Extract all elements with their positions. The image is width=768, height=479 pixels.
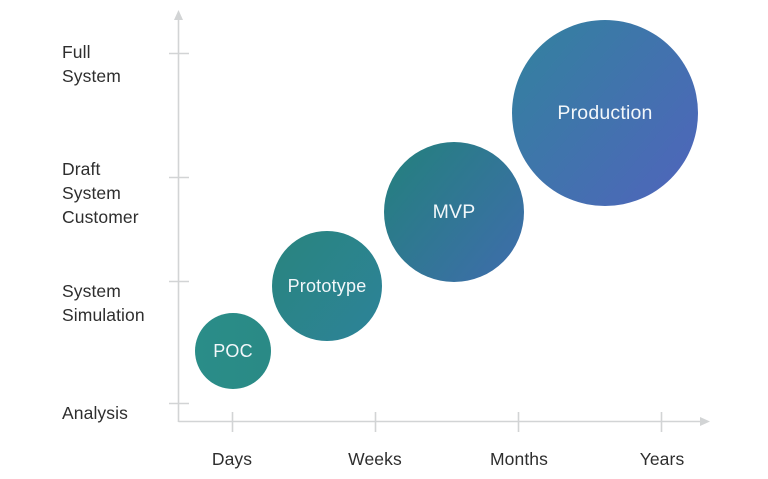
y-axis-group [169,10,189,422]
bubble-poc[interactable]: POC [195,313,271,389]
x-axis-arrowhead [700,417,710,426]
y-label-draft-system-customer-line1: Draft [62,159,100,179]
bubble-prototype-circle[interactable] [272,231,382,341]
x-label-years: Years [640,449,685,469]
bubble-mvp-circle[interactable] [384,142,524,282]
y-axis-arrowhead [174,10,183,20]
y-label-draft-system-customer-line2: System [62,183,121,203]
y-tick-labels: Full System Draft System Customer System… [62,42,145,423]
bubble-poc-label: POC [213,341,253,361]
bubble-poc-circle[interactable] [195,313,271,389]
x-axis-group [178,412,710,432]
bubble-series: POC Prototype MVP Production [195,20,698,389]
y-label-system-simulation-line1: System [62,281,121,301]
bubble-prototype[interactable]: Prototype [272,231,382,341]
bubble-prototype-label: Prototype [288,276,367,296]
y-label-system-simulation-line2: Simulation [62,305,145,325]
x-label-days: Days [212,449,252,469]
x-label-weeks: Weeks [348,449,402,469]
bubble-mvp-label: MVP [433,201,476,223]
bubble-production-label: Production [557,102,652,124]
bubble-production[interactable]: Production [512,20,698,206]
bubble-mvp[interactable]: MVP [384,142,524,282]
x-label-months: Months [490,449,548,469]
x-tick-labels: Days Weeks Months Years [212,449,685,469]
y-label-full-system-line2: System [62,66,121,86]
y-label-draft-system-customer-line3: Customer [62,207,139,227]
y-label-full-system-line1: Full [62,42,91,62]
bubble-production-circle[interactable] [512,20,698,206]
y-label-analysis: Analysis [62,403,128,423]
